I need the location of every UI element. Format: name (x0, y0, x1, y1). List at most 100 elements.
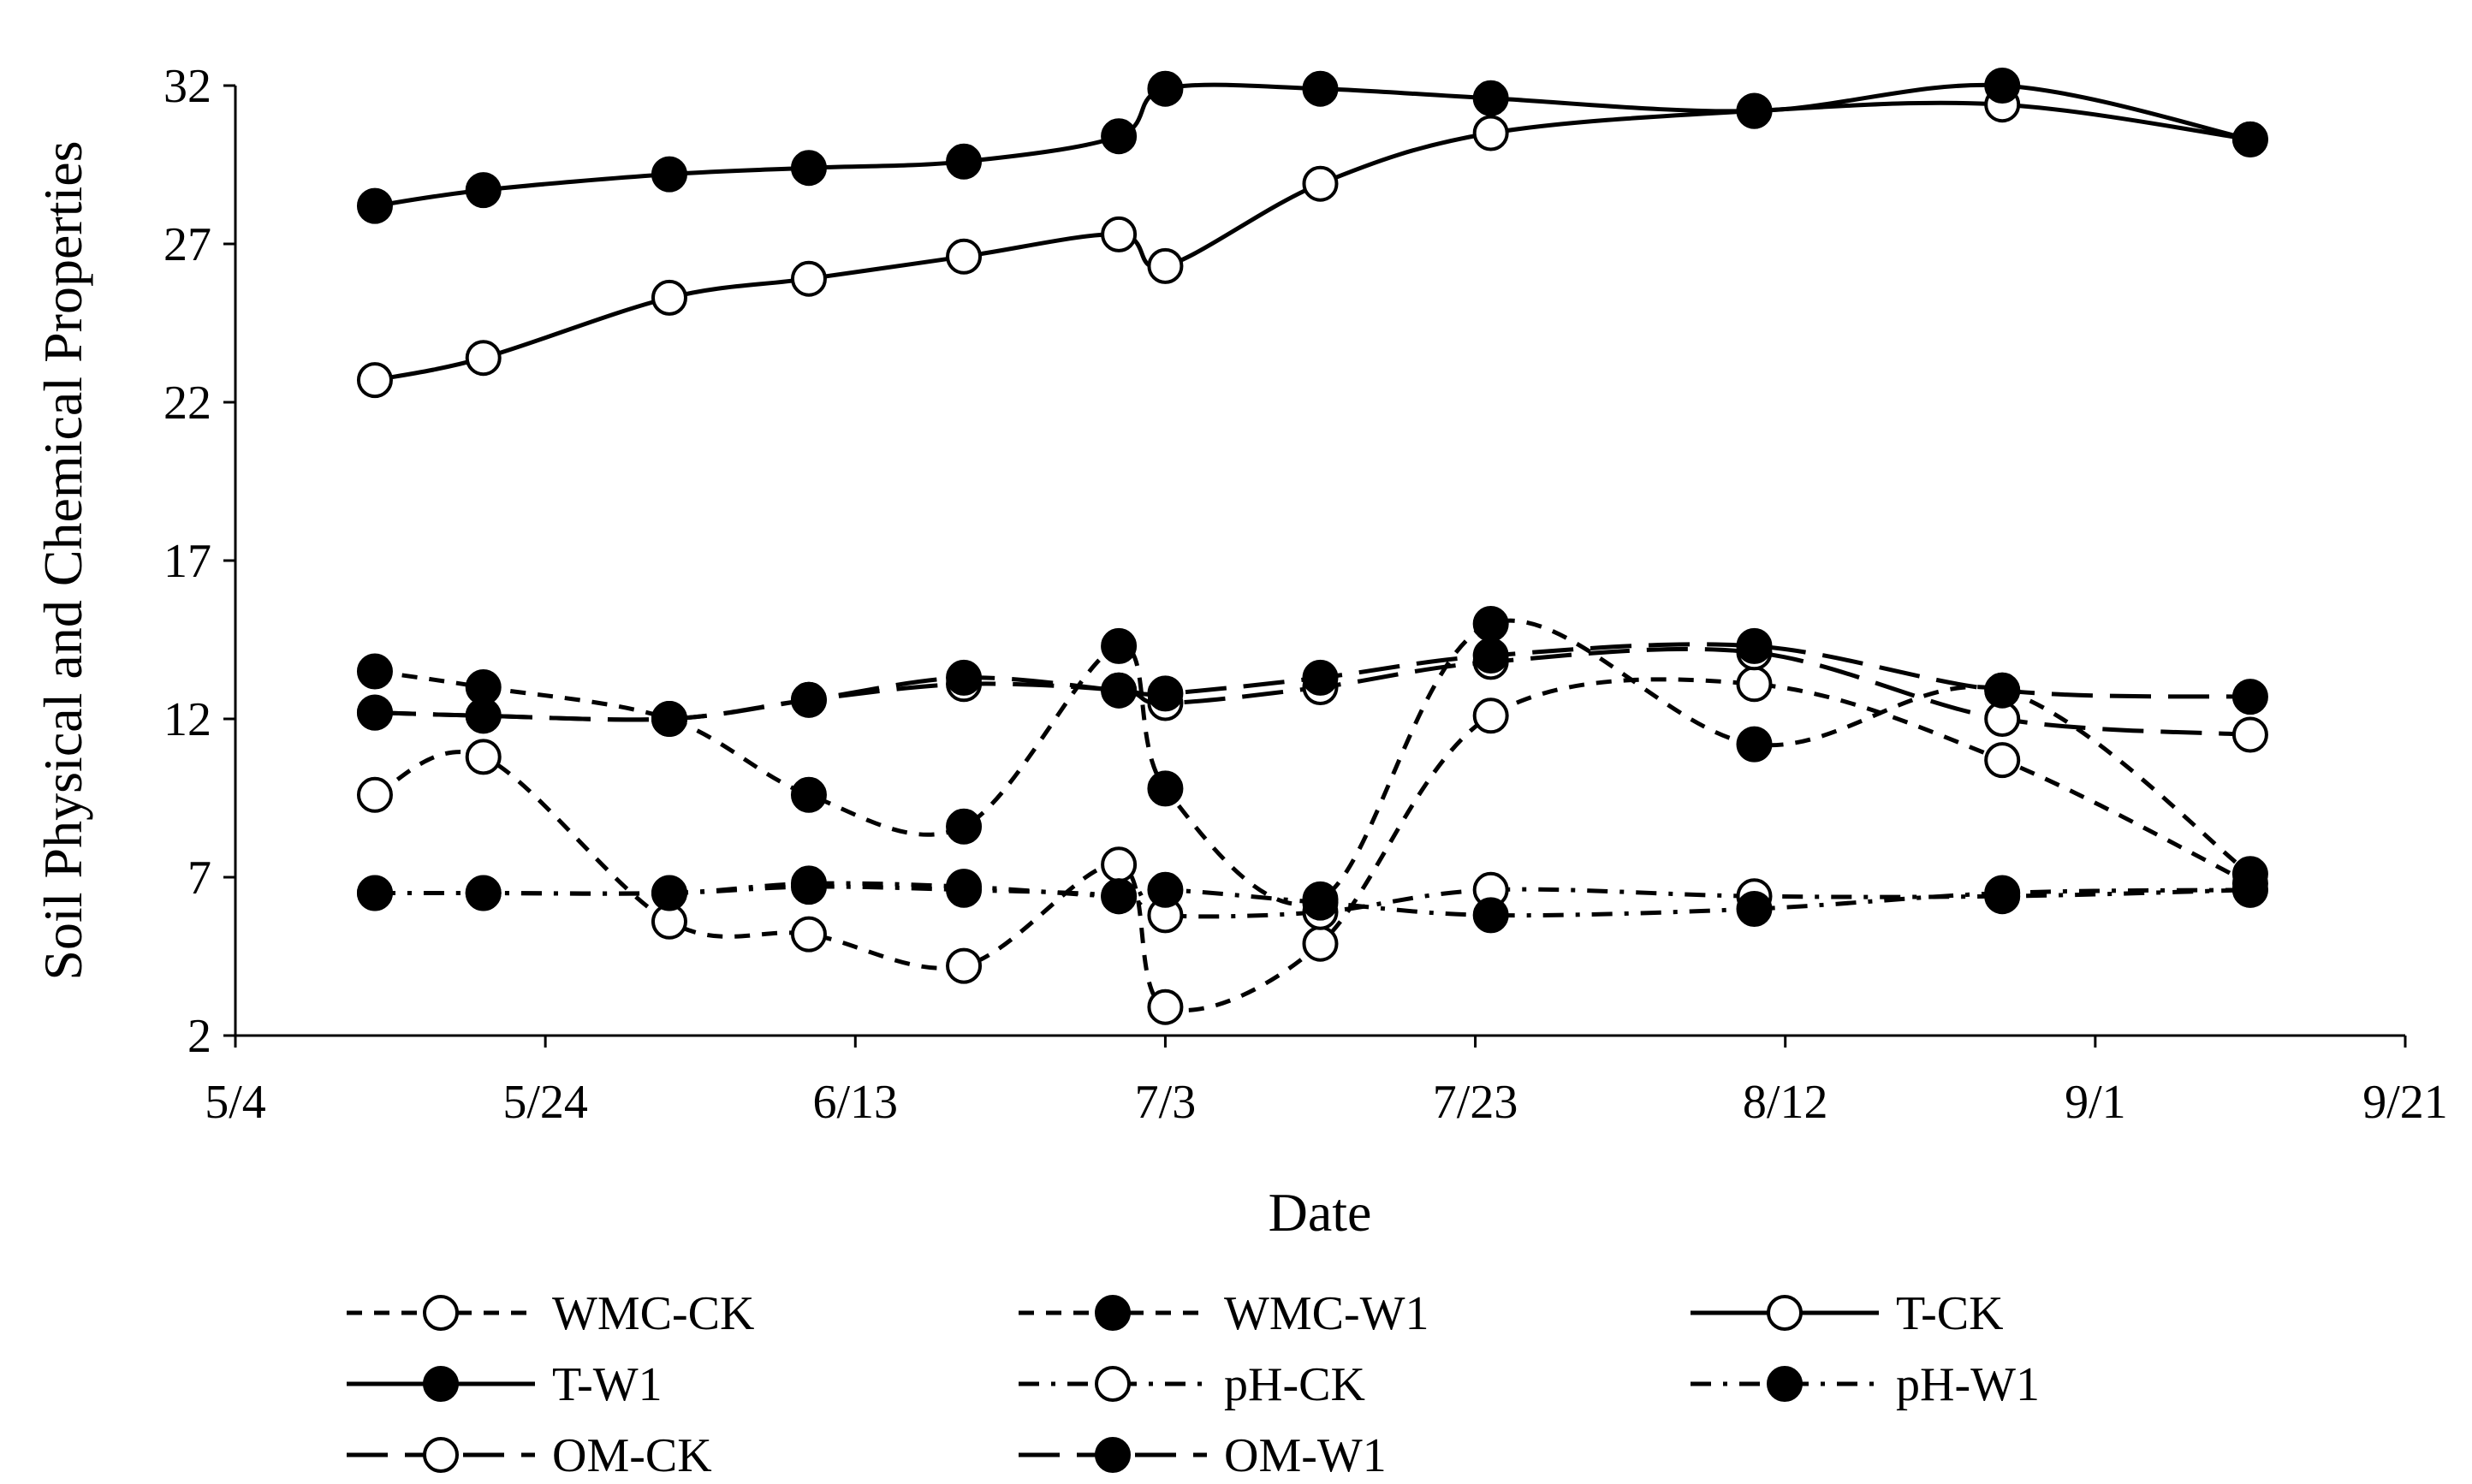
data-point-om-w1 (790, 681, 827, 718)
series-t-w1 (356, 68, 2268, 224)
legend-label: WMC-W1 (1224, 1287, 1429, 1340)
data-point-t-ck (465, 340, 502, 377)
data-point-t-ck (946, 238, 983, 275)
x-tick-label: 6/13 (813, 1076, 899, 1129)
y-tick-label: 27 (163, 218, 211, 271)
legend-item-wmc-ck: WMC-CK (347, 1287, 754, 1340)
data-point-ph-w1 (465, 875, 502, 911)
y-tick-label: 7 (187, 852, 211, 905)
data-point-t-ck (790, 260, 827, 297)
x-tick-label: 5/4 (205, 1076, 266, 1129)
series-wmc-ck (356, 666, 2268, 1025)
x-tick-label: 9/1 (2065, 1076, 2126, 1129)
legend-marker (1095, 1295, 1131, 1331)
data-point-om-w1 (1101, 672, 1138, 709)
legend-item-t-w1: T-W1 (347, 1358, 663, 1411)
data-point-ph-w1 (1984, 875, 2021, 911)
data-point-wmc-ck (356, 776, 393, 813)
x-tick-label: 7/23 (1433, 1076, 1518, 1129)
data-point-t-ck (1147, 247, 1184, 284)
legend-marker (1767, 1295, 1803, 1331)
legend-label: pH-W1 (1896, 1358, 2040, 1411)
data-point-om-w1 (1302, 659, 1339, 696)
x-axis-title: Date (1269, 1182, 1372, 1243)
legend-item-t-ck: T-CK (1691, 1287, 2004, 1340)
y-tick-label: 32 (163, 60, 211, 113)
data-point-t-w1 (651, 156, 687, 193)
data-point-t-w1 (946, 143, 983, 180)
y-axis-title: Soil Physical and Chemical Properties (33, 140, 93, 980)
series-line-wmc-w1 (374, 618, 2252, 907)
series-ph-w1 (356, 865, 2268, 934)
legend-label: T-W1 (552, 1358, 663, 1411)
data-point-t-w1 (1472, 80, 1509, 116)
data-point-ph-w1 (651, 875, 687, 911)
data-point-om-ck (2231, 716, 2268, 753)
legend-label: OM-CK (552, 1429, 712, 1482)
data-point-t-w1 (790, 150, 827, 187)
x-tick-label: 7/3 (1135, 1076, 1197, 1129)
legend-item-om-w1: OM-W1 (1019, 1429, 1387, 1482)
legend-marker (423, 1295, 459, 1331)
legend-marker (1095, 1366, 1131, 1402)
x-tick-label: 8/12 (1743, 1076, 1828, 1129)
legend-item-om-ck: OM-CK (347, 1429, 712, 1482)
data-point-wmc-w1 (1472, 606, 1509, 642)
legend-label: WMC-CK (552, 1287, 754, 1340)
legend-item-ph-w1: pH-W1 (1691, 1358, 2040, 1411)
series-wmc-w1 (356, 606, 2268, 917)
x-ticks: 5/4 5/24 6/13 7/3 7/23 8/12 9/1 9/21 (205, 1036, 2448, 1129)
data-point-wmc-ck (1736, 666, 1773, 703)
y-tick-label: 22 (163, 377, 211, 430)
data-point-t-w1 (1302, 70, 1339, 107)
y-tick-label: 12 (163, 693, 211, 746)
series-group (356, 68, 2268, 1025)
data-point-ph-w1 (356, 875, 393, 911)
data-point-wmc-w1 (356, 653, 393, 690)
data-point-ph-w1 (790, 865, 827, 902)
data-point-wmc-w1 (1101, 627, 1138, 664)
data-point-ph-w1 (1101, 878, 1138, 915)
data-point-t-w1 (356, 187, 393, 224)
legend-label: pH-CK (1224, 1358, 1365, 1411)
data-point-wmc-ck (1101, 846, 1138, 883)
data-point-wmc-ck (1147, 988, 1184, 1025)
legend-marker (423, 1437, 459, 1473)
data-point-wmc-w1 (1736, 726, 1773, 763)
data-point-om-w1 (2231, 679, 2268, 715)
legend-marker (1095, 1437, 1131, 1473)
data-point-wmc-w1 (790, 776, 827, 813)
data-point-om-w1 (1984, 672, 2021, 709)
series-t-ck (356, 86, 2268, 399)
data-point-t-w1 (465, 172, 502, 209)
data-point-ph-w1 (1736, 891, 1773, 927)
legend: WMC-CK WMC-W1 T-CK T-W1 pH-CK pH-W1 OM-CK OM-W1 (347, 1287, 2040, 1482)
data-point-t-ck (1302, 165, 1339, 202)
data-point-wmc-w1 (946, 808, 983, 845)
data-point-t-w1 (1984, 68, 2021, 104)
y-tick-label: 2 (187, 1010, 211, 1063)
data-point-ph-w1 (1472, 897, 1509, 934)
data-point-om-w1 (946, 659, 983, 696)
series-om-w1 (356, 627, 2268, 737)
data-point-om-w1 (465, 697, 502, 734)
data-point-wmc-ck (465, 739, 502, 775)
data-point-ph-w1 (946, 869, 983, 905)
legend-marker (423, 1366, 459, 1402)
data-point-wmc-ck (790, 916, 827, 953)
data-point-ph-w1 (1147, 871, 1184, 908)
data-point-wmc-w1 (1147, 770, 1184, 807)
data-point-om-w1 (651, 701, 687, 737)
legend-label: OM-W1 (1224, 1429, 1387, 1482)
data-point-t-ck (651, 279, 687, 316)
data-point-t-ck (1101, 216, 1138, 252)
y-tick-label: 17 (163, 535, 211, 588)
legend-marker (1767, 1366, 1803, 1402)
data-point-t-w1 (1736, 92, 1773, 129)
data-point-om-w1 (1472, 638, 1509, 674)
data-point-t-ck (356, 362, 393, 399)
data-point-t-w1 (2231, 121, 2268, 157)
data-point-ph-w1 (2231, 871, 2268, 908)
